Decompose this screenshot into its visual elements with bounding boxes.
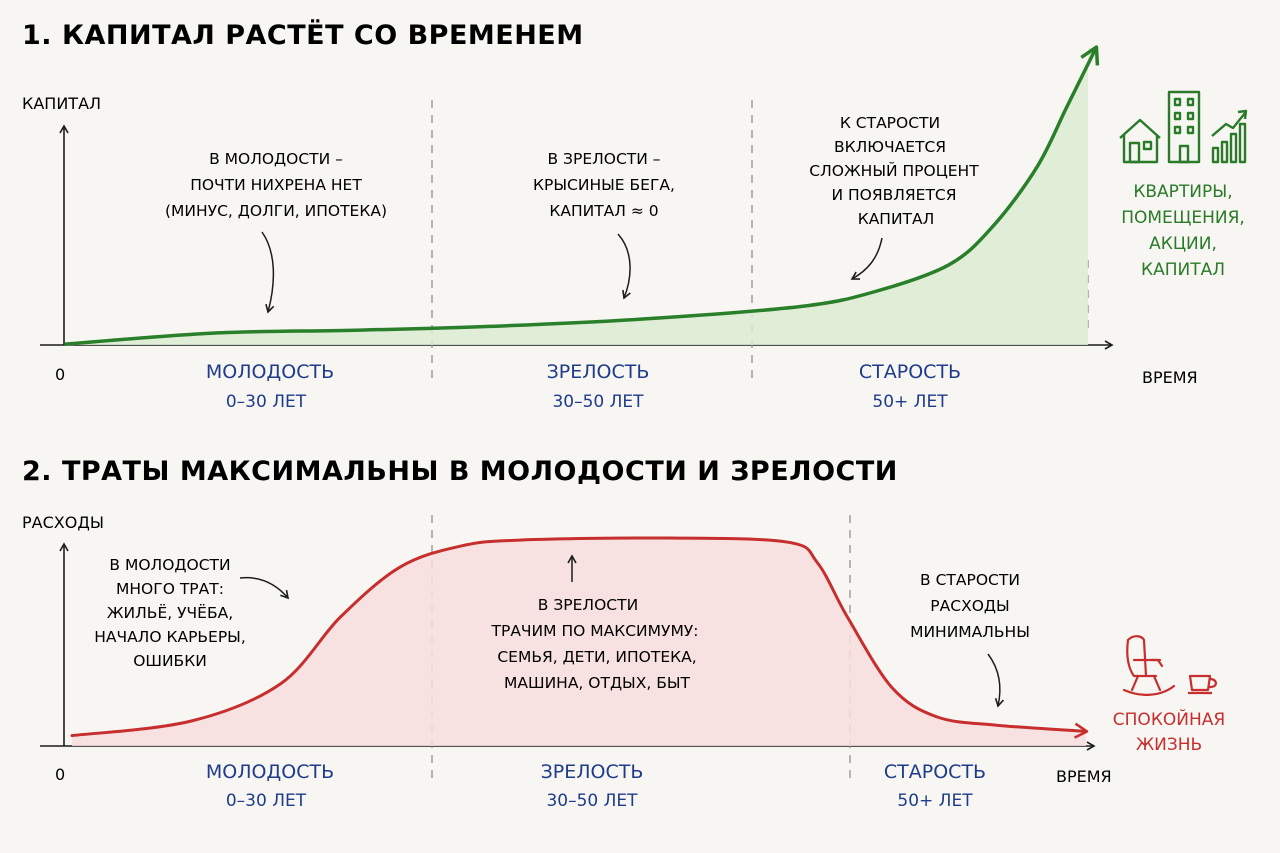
end-label-line: СПОКОЙНАЯ: [1113, 708, 1225, 730]
expenses-curve: [70, 536, 1089, 739]
chart-title: 2. ТРАТЫ МАКСИМАЛЬНЫ В МОЛОДОСТИ И ЗРЕЛО…: [22, 456, 898, 487]
phase-old-age-range: 50+ ЛЕТ: [872, 392, 948, 412]
end-label-line: КВАРТИРЫ,: [1133, 182, 1232, 202]
note-line: К СТАРОСТИ: [840, 114, 940, 132]
note-line: НАЧАЛО КАРЬЕРЫ,: [94, 628, 246, 646]
capital-curve: [64, 45, 1100, 346]
note-line: И ПОЯВЛЯЕТСЯ: [831, 186, 956, 204]
end-label-line: АКЦИИ,: [1149, 234, 1217, 254]
note-line: КАПИТАЛ ≈ 0: [549, 202, 658, 220]
note-line: МАШИНА, ОТДЫХ, БЫТ: [504, 674, 690, 692]
phase-youth: МОЛОДОСТЬ: [206, 361, 334, 383]
phase-old-age: СТАРОСТЬ: [859, 361, 961, 383]
note-line: ЖИЛЬЁ, УЧЁБА,: [107, 603, 233, 622]
note-line: ПОЧТИ НИХРЕНА НЕТ: [190, 176, 362, 194]
annotation-arrow: [987, 653, 1005, 708]
expenses-chart: 2. ТРАТЫ МАКСИМАЛЬНЫ В МОЛОДОСТИ И ЗРЕЛО…: [22, 456, 1225, 811]
capital-area: [66, 48, 1096, 345]
annotation-arrow: [239, 576, 290, 600]
building-icon: [1167, 90, 1201, 164]
phase-maturity: ЗРЕЛОСТЬ: [541, 761, 644, 783]
note-line: В МОЛОДОСТИ –: [209, 150, 343, 168]
note-line: В МОЛОДОСТИ: [109, 556, 230, 574]
note-line: РАСХОДЫ: [930, 597, 1009, 615]
rising-chart-icon: [1211, 109, 1248, 164]
note-line: В ЗРЕЛОСТИ: [538, 596, 638, 614]
y-axis-label: КАПИТАЛ: [22, 94, 101, 113]
capital-chart: 1. КАПИТАЛ РАСТЁТ СО ВРЕМЕНЕМ КАПИТАЛ 0 …: [22, 19, 1248, 412]
note-line: КАПИТАЛ: [858, 210, 935, 228]
note-line: В СТАРОСТИ: [920, 571, 1020, 589]
rocking-chair-icon: [1122, 635, 1176, 696]
origin-label: 0: [55, 765, 65, 784]
note-line: ВКЛЮЧАЕТСЯ: [834, 138, 946, 156]
note-line: СЛОЖНЫЙ ПРОЦЕНТ: [809, 161, 979, 180]
phase-youth-range: 0–30 ЛЕТ: [226, 392, 307, 412]
house-icon: [1119, 118, 1161, 164]
phase-maturity-range: 30–50 ЛЕТ: [546, 791, 638, 811]
note-line: ОШИБКИ: [133, 652, 207, 670]
origin-label: 0: [55, 365, 65, 384]
annotation-youth: В МОЛОДОСТИ МНОГО ТРАТ: ЖИЛЬЁ, УЧЁБА, НА…: [94, 556, 290, 670]
annotation-old-age: К СТАРОСТИ ВКЛЮЧАЕТСЯ СЛОЖНЫЙ ПРОЦЕНТ И …: [809, 114, 979, 280]
note-line: МНОГО ТРАТ:: [116, 580, 224, 598]
end-label-line: ЖИЗНЬ: [1136, 735, 1202, 755]
phase-youth-range: 0–30 ЛЕТ: [226, 791, 307, 811]
annotation-youth: В МОЛОДОСТИ – ПОЧТИ НИХРЕНА НЕТ (МИНУС, …: [165, 150, 387, 314]
cup-icon: [1188, 674, 1217, 695]
phase-youth: МОЛОДОСТЬ: [206, 761, 334, 783]
annotation-old-age: В СТАРОСТИ РАСХОДЫ МИНИМАЛЬНЫ: [910, 571, 1030, 708]
phase-old-age: СТАРОСТЬ: [884, 761, 986, 783]
note-line: МИНИМАЛЬНЫ: [910, 623, 1030, 641]
note-line: В ЗРЕЛОСТИ –: [547, 150, 660, 168]
end-label-line: ПОМЕЩЕНИЯ,: [1121, 208, 1245, 228]
note-line: КРЫСИНЫЕ БЕГА,: [533, 176, 675, 194]
annotation-maturity: В ЗРЕЛОСТИ ТРАЧИМ ПО МАКСИМУМУ: СЕМЬЯ, Д…: [491, 554, 699, 692]
phase-maturity-range: 30–50 ЛЕТ: [552, 392, 644, 412]
annotation-arrow: [261, 231, 275, 314]
annotation-arrow: [617, 233, 631, 300]
x-axis-label: ВРЕМЯ: [1056, 767, 1112, 786]
end-label-line: КАПИТАЛ: [1141, 260, 1225, 280]
phase-old-age-range: 50+ ЛЕТ: [897, 791, 973, 811]
note-line: (МИНУС, ДОЛГИ, ИПОТЕКА): [165, 202, 387, 220]
annotation-maturity: В ЗРЕЛОСТИ – КРЫСИНЫЕ БЕГА, КАПИТАЛ ≈ 0: [533, 150, 675, 300]
phase-maturity: ЗРЕЛОСТЬ: [547, 361, 650, 383]
note-line: СЕМЬЯ, ДЕТИ, ИПОТЕКА,: [497, 648, 696, 666]
x-axis-label: ВРЕМЯ: [1142, 368, 1198, 387]
y-axis-label: РАСХОДЫ: [22, 513, 104, 532]
annotation-arrow: [850, 237, 883, 280]
note-line: ТРАЧИМ ПО МАКСИМУМУ:: [491, 622, 699, 640]
chart-title: 1. КАПИТАЛ РАСТЁТ СО ВРЕМЕНЕМ: [22, 19, 584, 51]
